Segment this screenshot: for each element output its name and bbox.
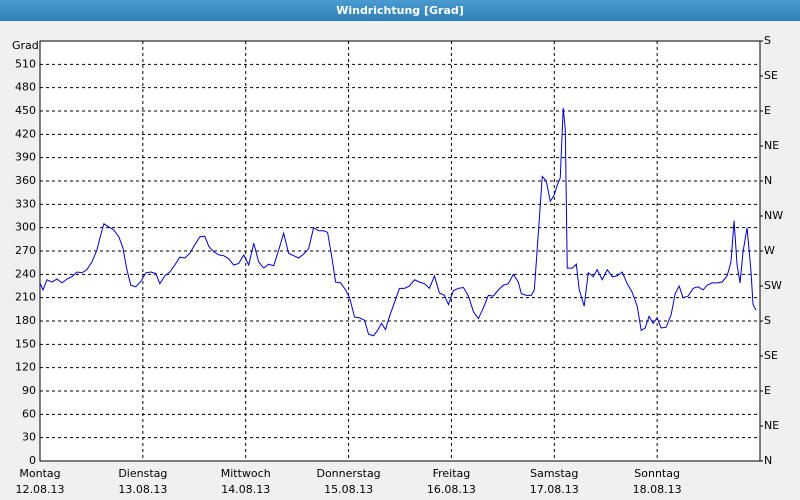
y-tick-label: 210 <box>15 291 36 304</box>
y2-tick-label: NW <box>764 209 783 222</box>
y-tick-label: 420 <box>15 127 36 140</box>
y-tick-label: 270 <box>15 244 36 257</box>
y-tick-label: 120 <box>15 361 36 374</box>
x-tick-weekday: Samstag <box>530 467 578 480</box>
y-tick-label: 480 <box>15 81 36 94</box>
y-axis-label: Grad <box>12 39 39 52</box>
y-tick-label: 390 <box>15 151 36 164</box>
y2-tick-label: S <box>764 34 771 47</box>
y2-tick-label: NE <box>764 419 779 432</box>
y-tick-label: 240 <box>15 267 36 280</box>
x-tick-label: 13.08.13 <box>118 483 167 496</box>
x-tick-label: 12.08.13 <box>16 483 65 496</box>
y-tick-label: 300 <box>15 221 36 234</box>
y-tick-label: 330 <box>15 197 36 210</box>
y-tick-label: 30 <box>22 431 36 444</box>
y2-tick-label: E <box>764 384 771 397</box>
x-tick-weekday: Freitag <box>433 467 471 480</box>
x-tick-weekday: Dienstag <box>118 467 167 480</box>
y2-tick-label: W <box>764 244 775 257</box>
y-tick-label: 180 <box>15 314 36 327</box>
x-tick-weekday: Sonntag <box>634 467 680 480</box>
x-tick-label: 14.08.13 <box>221 483 270 496</box>
x-tick-label: 16.08.13 <box>427 483 476 496</box>
y2-tick-label: SE <box>764 69 778 82</box>
y-tick-label: 450 <box>15 104 36 117</box>
x-tick-weekday: Montag <box>19 467 60 480</box>
y2-tick-label: NE <box>764 139 779 152</box>
x-tick-weekday: Mittwoch <box>221 467 271 480</box>
y-tick-label: 60 <box>22 407 36 420</box>
y-tick-label: 360 <box>15 174 36 187</box>
y2-tick-label: N <box>764 454 772 467</box>
chart-title: Windrichtung [Grad] <box>336 4 464 17</box>
y2-tick-label: SW <box>764 279 782 292</box>
x-tick-label: 17.08.13 <box>530 483 579 496</box>
x-tick-label: 15.08.13 <box>324 483 373 496</box>
y2-tick-label: N <box>764 174 772 187</box>
y2-tick-label: S <box>764 314 771 327</box>
y-tick-label: 90 <box>22 384 36 397</box>
x-tick-weekday: Donnerstag <box>316 467 380 480</box>
y2-tick-label: E <box>764 104 771 117</box>
title-bar <box>0 0 800 21</box>
x-tick-label: 18.08.13 <box>633 483 682 496</box>
y-tick-label: 0 <box>29 454 36 467</box>
data-line <box>39 107 757 337</box>
y-tick-label: 150 <box>15 337 36 350</box>
y-tick-label: 510 <box>15 57 36 70</box>
y2-tick-label: SE <box>764 349 778 362</box>
